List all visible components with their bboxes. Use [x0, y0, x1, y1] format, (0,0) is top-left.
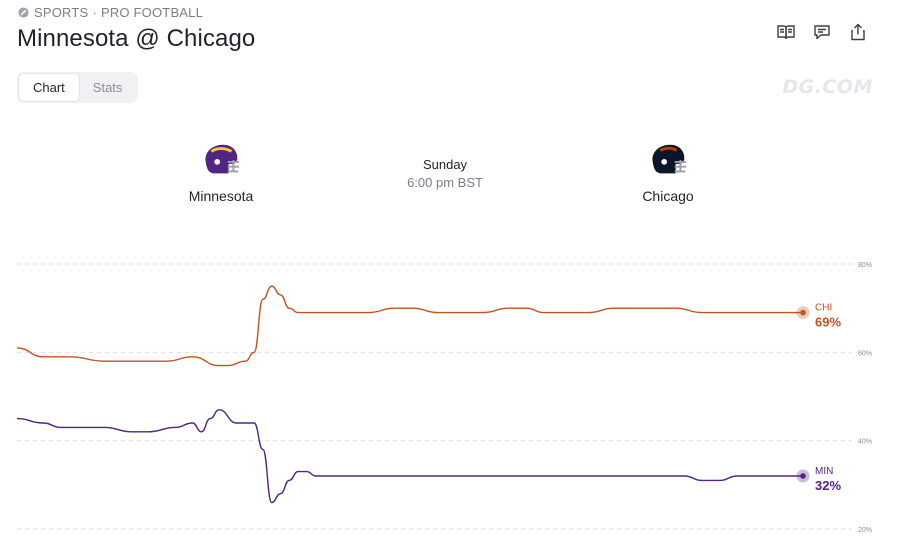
tab-stats[interactable]: Stats	[92, 80, 123, 95]
breadcrumb-category[interactable]: SPORTS	[34, 5, 89, 20]
chi-series-name: CHI	[815, 303, 832, 314]
view-tabs: Chart Stats	[17, 72, 139, 103]
away-team[interactable]: Minnesota	[151, 142, 291, 204]
tab-chart[interactable]: Chart	[19, 74, 79, 101]
y-tick-label: 80%	[858, 262, 872, 269]
breadcrumb-separator: ·	[92, 5, 97, 20]
home-team[interactable]: Chicago	[598, 142, 738, 204]
share-icon	[851, 23, 865, 41]
rules-button[interactable]	[774, 20, 798, 44]
min-series-name: MIN	[815, 466, 833, 477]
min-series-line	[16, 409, 803, 504]
football-icon	[18, 7, 29, 18]
comment-icon	[814, 25, 830, 40]
share-button[interactable]	[846, 20, 870, 44]
comments-button[interactable]	[810, 20, 834, 44]
home-team-name: Chicago	[642, 188, 694, 204]
chi-series-line	[16, 285, 803, 367]
min-series-value: 32%	[815, 478, 841, 493]
book-icon	[777, 25, 795, 40]
game-day: Sunday	[422, 157, 468, 172]
min-endpoint-dot	[800, 473, 806, 479]
chicago-helmet-icon	[652, 144, 687, 174]
chi-endpoint-dot	[800, 309, 806, 316]
y-tick-label: 60%	[858, 350, 872, 357]
y-tick-label: 40%	[858, 439, 872, 446]
page-title: Minnesota @ Chicago	[17, 25, 256, 52]
watermark: DG.COM	[782, 76, 873, 98]
y-tick-label: 20%	[858, 527, 872, 534]
game-hour: 6:00 pm BST	[407, 175, 483, 190]
away-team-name: Minnesota	[188, 188, 254, 204]
breadcrumb-league[interactable]: PRO FOOTBALL	[100, 5, 204, 20]
chi-series-value: 69%	[815, 315, 841, 330]
minnesota-helmet-icon	[205, 144, 240, 174]
header-actions	[774, 20, 870, 44]
breadcrumb: SPORTS · PRO FOOTBALL	[18, 5, 203, 20]
game-time: Sunday 6:00 pm BST	[365, 157, 525, 190]
